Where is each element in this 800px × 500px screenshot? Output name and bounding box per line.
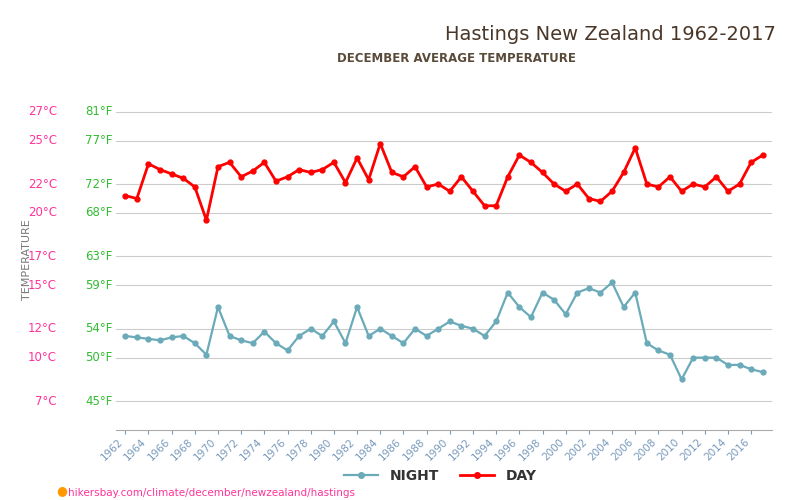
NIGHT — [619, 304, 629, 310]
Text: 54°F: 54°F — [86, 322, 113, 335]
Text: 81°F: 81°F — [86, 105, 113, 118]
Text: ●: ● — [56, 484, 67, 498]
Text: 12°C: 12°C — [28, 322, 57, 335]
Text: 22°C: 22°C — [28, 178, 57, 190]
Text: Hastings New Zealand 1962-2017: Hastings New Zealand 1962-2017 — [445, 25, 776, 44]
Text: 17°C: 17°C — [28, 250, 57, 263]
Text: TEMPERATURE: TEMPERATURE — [22, 220, 33, 300]
Text: hikersbay.com/climate/december/newzealand/hastings: hikersbay.com/climate/december/newzealan… — [68, 488, 355, 498]
Text: DECEMBER AVERAGE TEMPERATURE: DECEMBER AVERAGE TEMPERATURE — [337, 52, 575, 66]
Text: 10°C: 10°C — [28, 351, 57, 364]
Text: 45°F: 45°F — [86, 394, 113, 407]
NIGHT — [352, 304, 362, 310]
Text: 7°C: 7°C — [35, 394, 57, 407]
Text: 72°F: 72°F — [86, 178, 113, 190]
Line: NIGHT: NIGHT — [123, 280, 765, 382]
Text: 15°C: 15°C — [28, 279, 57, 292]
DAY — [758, 152, 767, 158]
DAY — [503, 174, 513, 180]
Text: 68°F: 68°F — [86, 206, 113, 220]
DAY — [132, 196, 142, 202]
DAY — [561, 188, 570, 194]
DAY — [538, 170, 547, 175]
Text: 50°F: 50°F — [86, 351, 113, 364]
Text: 77°F: 77°F — [86, 134, 113, 147]
Legend: NIGHT, DAY: NIGHT, DAY — [338, 463, 542, 488]
DAY — [630, 145, 640, 151]
Line: DAY: DAY — [123, 141, 765, 222]
NIGHT — [758, 369, 767, 375]
Text: 59°F: 59°F — [86, 279, 113, 292]
NIGHT — [538, 290, 547, 296]
DAY — [375, 140, 385, 146]
Text: 25°C: 25°C — [28, 134, 57, 147]
NIGHT — [607, 280, 617, 285]
NIGHT — [677, 376, 686, 382]
NIGHT — [480, 333, 490, 339]
DAY — [364, 176, 374, 182]
Text: 63°F: 63°F — [86, 250, 113, 263]
NIGHT — [514, 304, 524, 310]
NIGHT — [121, 333, 130, 339]
NIGHT — [132, 334, 142, 340]
Text: 20°C: 20°C — [28, 206, 57, 220]
DAY — [121, 192, 130, 198]
DAY — [202, 217, 211, 223]
Text: 27°C: 27°C — [28, 105, 57, 118]
